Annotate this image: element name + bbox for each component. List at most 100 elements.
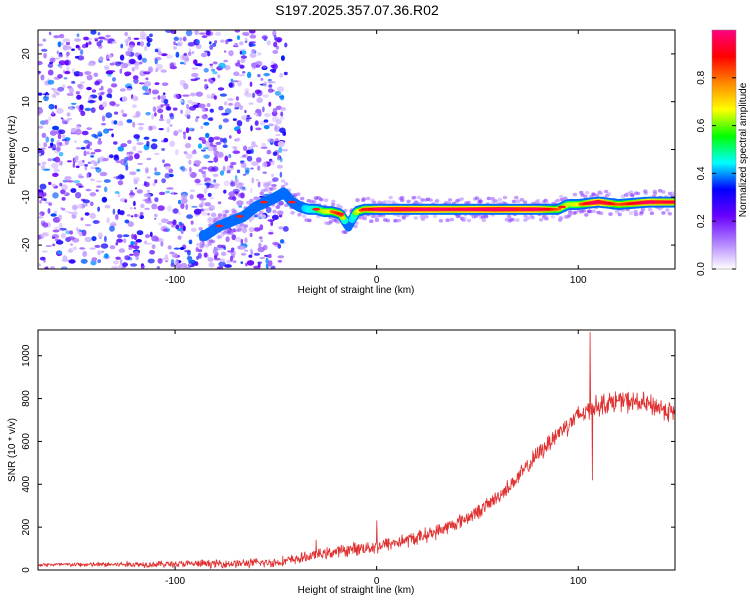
x-tick-label: -100 [165,275,185,286]
noise-speck [48,116,51,121]
noise-speck [79,247,85,250]
ridge-halo [462,216,467,221]
noise-speck [275,133,281,137]
noise-speck [279,117,285,120]
noise-speck [198,103,206,109]
noise-speck [154,179,158,184]
noise-speck [255,64,261,68]
noise-speck [241,186,246,190]
noise-speck [252,92,256,99]
noise-speck [246,117,252,120]
ridge-halo [558,218,563,222]
noise-speck [61,184,68,191]
noise-speck [99,171,108,177]
noise-speck [233,71,240,76]
noise-speck [171,253,178,258]
noise-speck [90,155,95,158]
noise-speck [277,154,281,161]
noise-speck [191,128,195,132]
ridge-halo [523,218,528,222]
noise-speck [224,108,232,115]
noise-speck [202,173,207,179]
noise-speck [215,31,222,36]
noise-speck [229,255,234,262]
noise-speck [262,161,268,168]
noise-speck [49,130,57,136]
noise-speck [86,127,93,130]
noise-speck [85,42,89,48]
noise-speck [62,179,68,183]
noise-speck [158,128,164,131]
noise-speck [237,80,242,87]
noise-speck [254,120,259,126]
noise-speck [154,217,157,220]
noise-speck [260,214,267,219]
ridge-halo [643,189,648,193]
noise-speck [196,39,200,44]
noise-speck [198,168,203,173]
noise-speck [207,160,214,163]
ridge-halo [519,197,525,202]
noise-speck [133,176,140,182]
noise-speck [115,256,121,260]
noise-speck [279,72,283,78]
noise-speck [206,94,211,99]
noise-speck [96,185,102,188]
noise-speck [219,258,226,263]
noise-speck [42,38,47,42]
noise-speck [161,218,168,224]
noise-speck [107,128,114,131]
noise-speck [94,39,99,42]
noise-speck [223,189,227,194]
ridge-halo [652,189,657,194]
noise-speck [65,41,71,46]
noise-speck [201,35,208,39]
noise-speck [126,214,131,217]
x-tick-label: -100 [165,576,185,587]
noise-speck [157,205,165,211]
noise-speck [121,96,128,102]
noise-speck [87,100,95,104]
ridge-halo [535,198,541,203]
noise-speck [62,255,68,262]
noise-speck [152,106,157,112]
noise-speck [234,101,241,109]
noise-speck [282,131,286,136]
y-tick-label: 1000 [21,344,32,367]
colorbar-tick-label: 0.4 [696,166,707,180]
noise-speck [105,112,113,119]
noise-speck [219,170,225,176]
ridge-halo [207,242,212,246]
noise-speck [111,40,117,44]
noise-speck [41,250,48,253]
noise-speck [203,187,208,194]
noise-speck [209,142,214,147]
noise-speck [56,107,64,114]
noise-speck [186,256,193,261]
noise-speck [282,148,288,152]
noise-speck [218,124,223,130]
ridge-halo [635,191,641,196]
noise-speck [75,44,80,49]
noise-speck [38,216,44,219]
noise-speck [194,77,201,80]
noise-speck [180,61,184,65]
noise-speck [58,142,63,147]
noise-speck [200,125,204,129]
noise-speck [113,156,120,161]
noise-speck [132,245,140,250]
ridge-halo [515,218,520,222]
noise-speck [43,142,48,148]
ridge-halo [526,216,531,220]
ridge-halo [284,182,289,186]
noise-speck [253,112,258,116]
noise-speck [244,249,249,252]
chart-title: S197.2025.357.07.36.R02 [275,2,439,18]
noise-speck [196,256,199,260]
noise-speck [133,207,137,210]
noise-speck [47,69,54,76]
noise-speck [80,217,84,221]
ridge-halo [530,215,535,220]
noise-speck [244,88,250,93]
noise-speck [276,164,283,169]
